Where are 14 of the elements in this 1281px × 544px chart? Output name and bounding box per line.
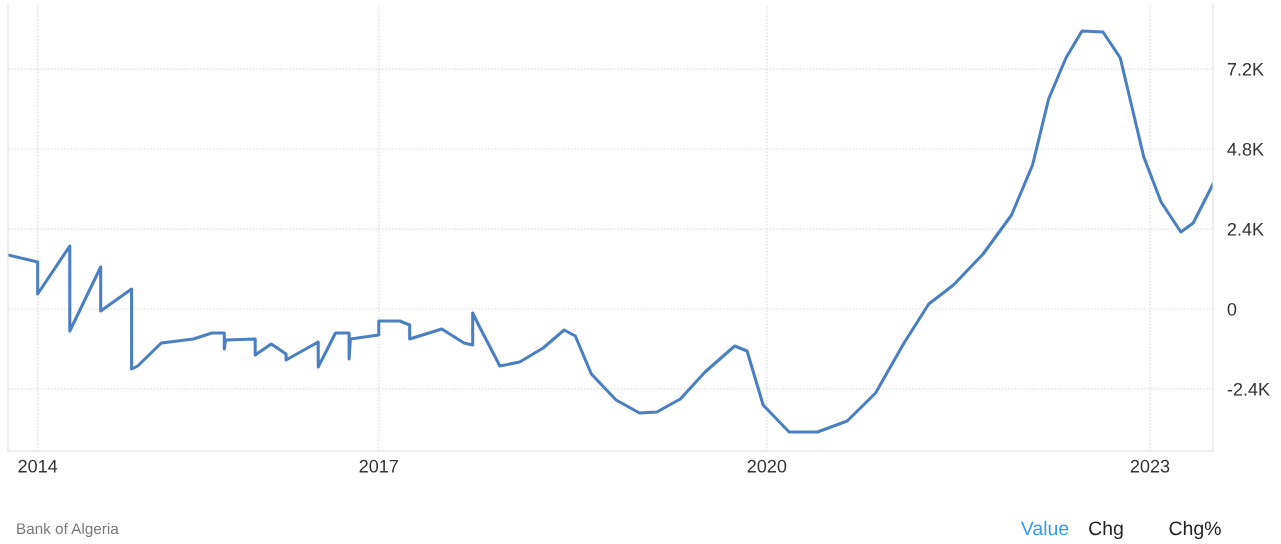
y-tick-label: 0 <box>1227 302 1237 316</box>
y-tick-label: -2.4K <box>1227 382 1270 396</box>
y-tick-label: 2.4K <box>1227 222 1264 236</box>
x-tick-label: 2014 <box>18 459 58 473</box>
text: Bank of Algeria <box>17 522 119 538</box>
text: Value <box>1020 520 1069 536</box>
x-tick-label: 2023 <box>1130 459 1170 473</box>
line-series <box>8 29 1213 434</box>
x-tick-label: 2017 <box>359 459 398 473</box>
x-tick-label: 2020 <box>747 459 787 473</box>
y-tick-label: 4.8K <box>1227 142 1264 156</box>
text: Chg% <box>1169 520 1221 540</box>
text: Chg <box>1089 520 1123 540</box>
y-tick-label: 7.2K <box>1227 62 1264 76</box>
